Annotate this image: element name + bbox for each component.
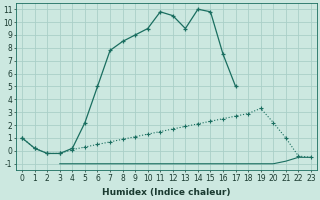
X-axis label: Humidex (Indice chaleur): Humidex (Indice chaleur) bbox=[102, 188, 231, 197]
